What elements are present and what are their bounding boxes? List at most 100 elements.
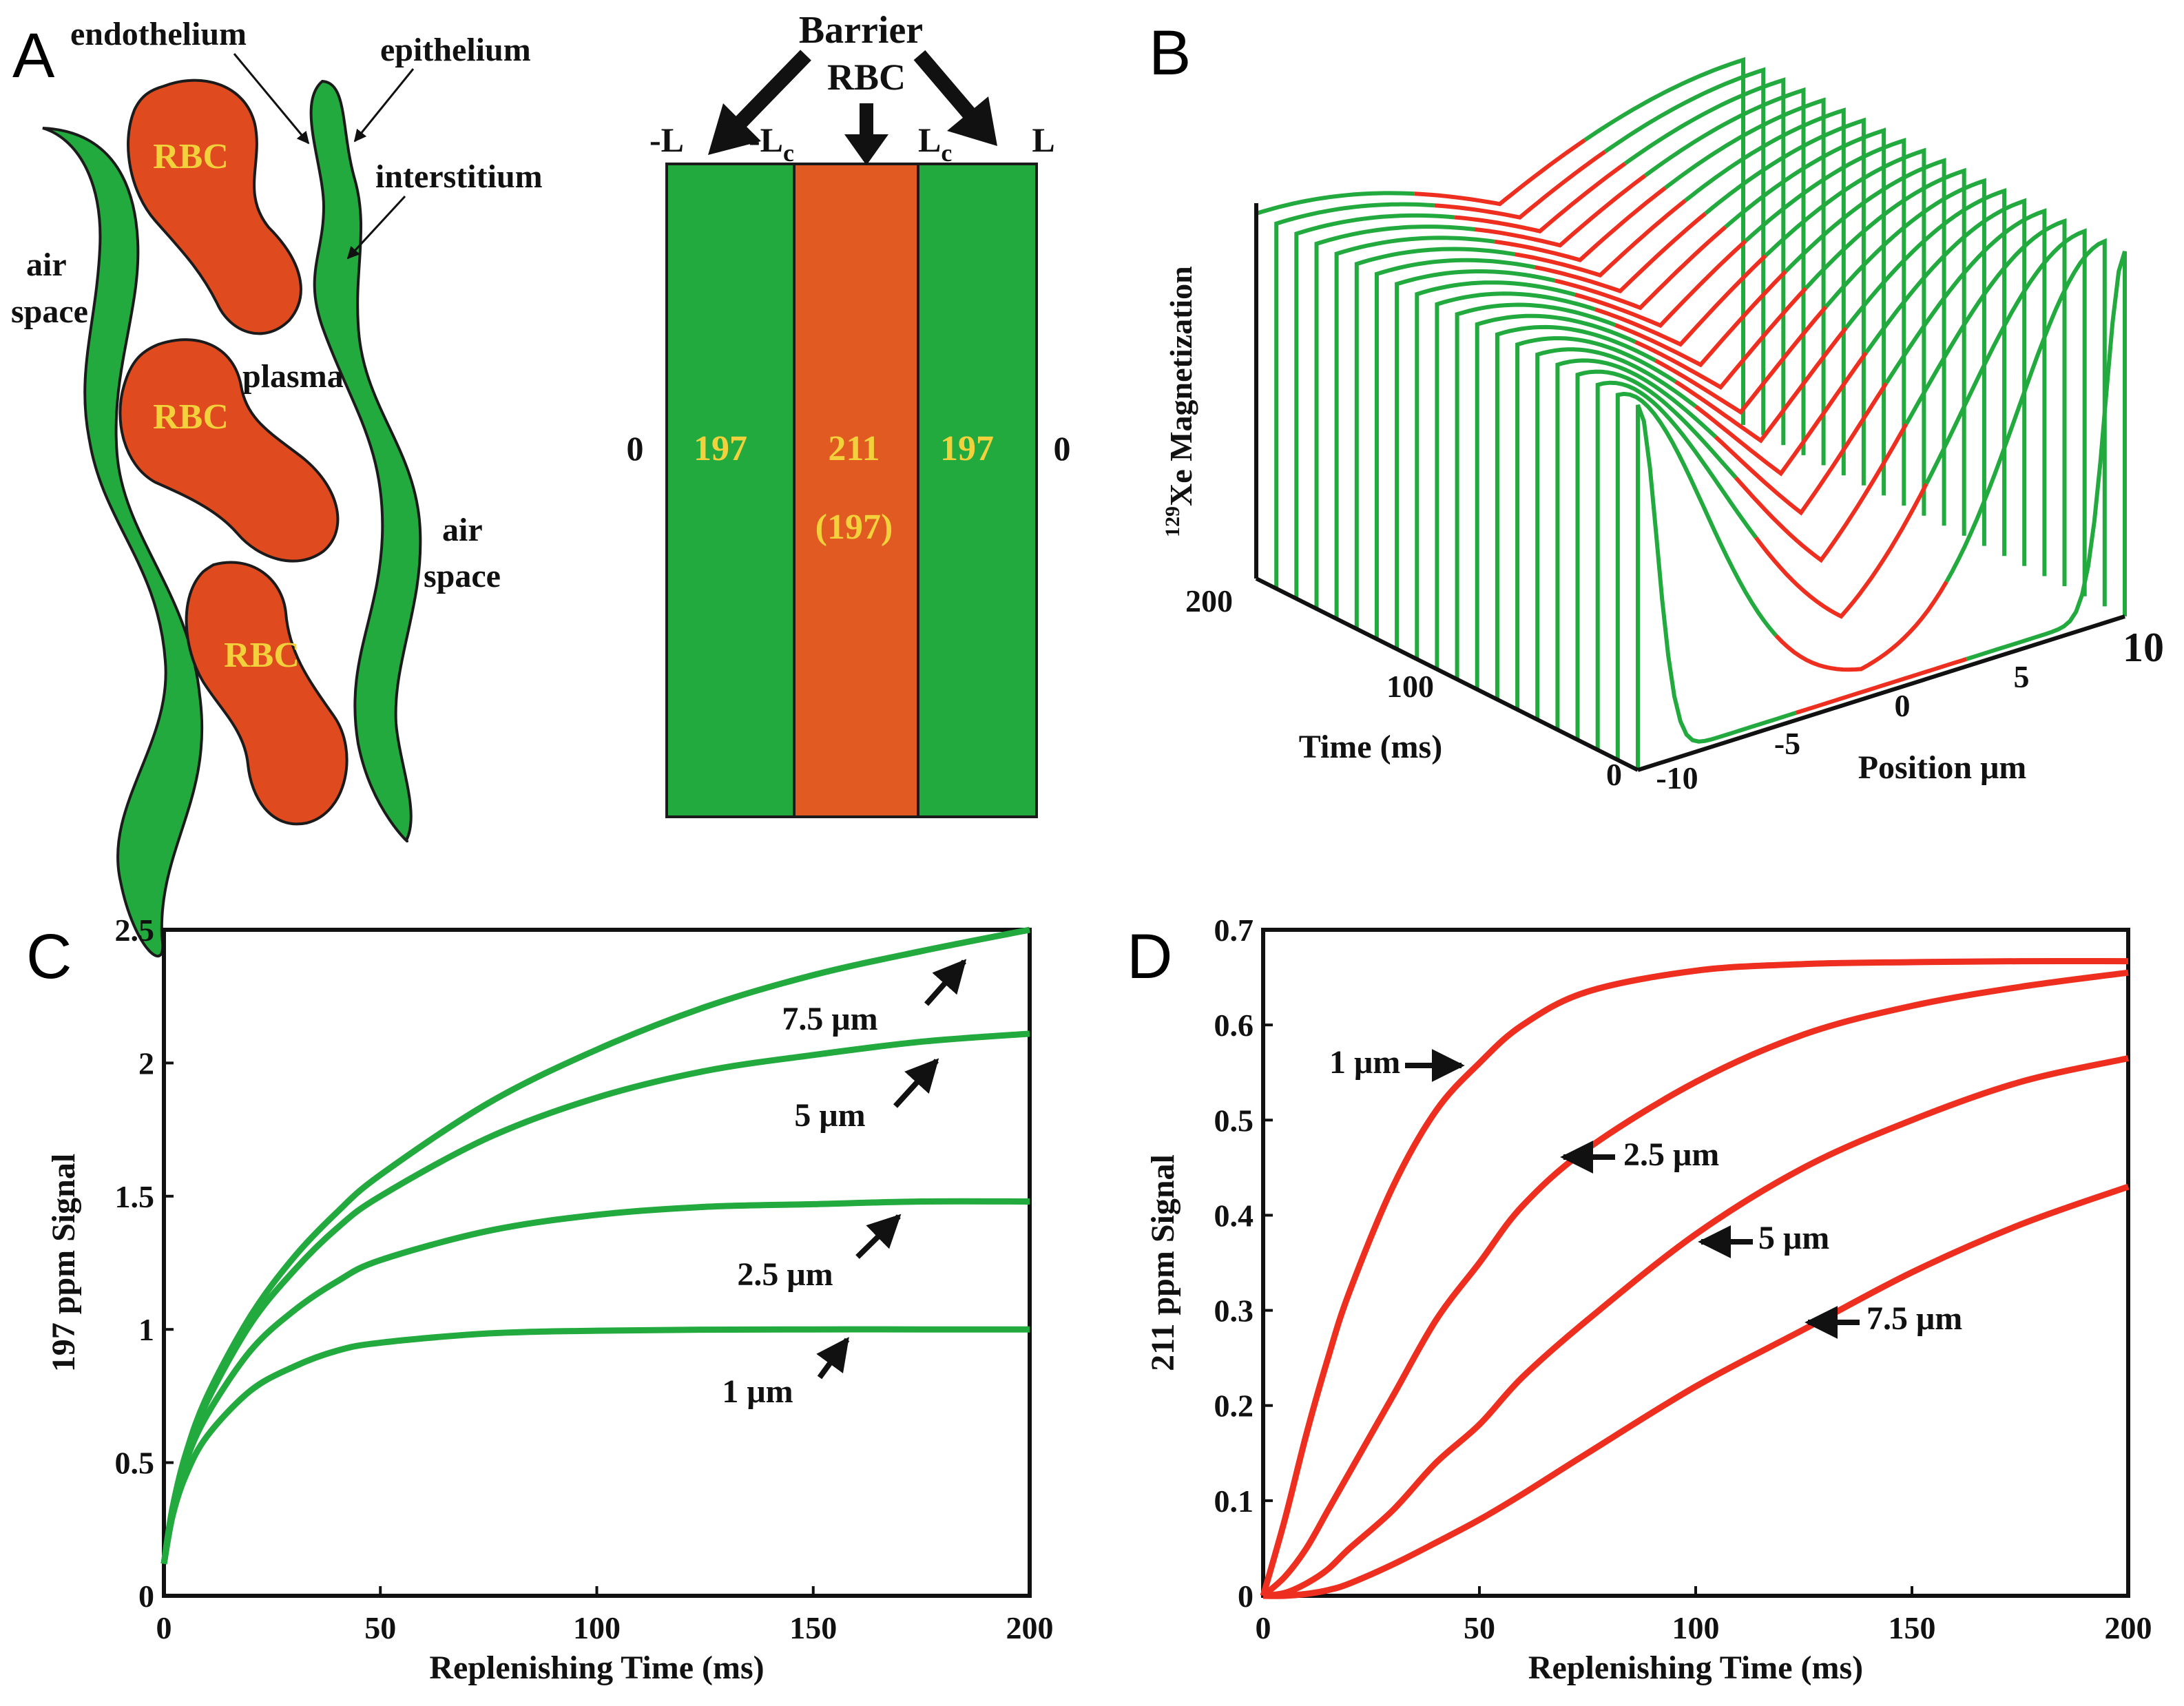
label-endothelium: endothelium	[70, 16, 247, 52]
d-plot-frame	[1261, 928, 2130, 1598]
c-ylabel: 197 ppm Signal	[45, 1154, 82, 1372]
b-time-tick-0: 0	[1606, 757, 1622, 792]
b-slice-rbc	[1694, 351, 1868, 477]
b-slice-barrier-right	[1684, 107, 1846, 476]
barrier-left-region	[665, 163, 795, 818]
b-pos-tick-n10: -10	[1656, 760, 1698, 795]
panel-a: A RBC RBC RBC endothelium epithelium int…	[11, 9, 1071, 958]
d-ytick-label: 0.3	[1214, 1293, 1254, 1329]
b-slice-barrier-left	[1515, 336, 1677, 710]
b-slice-rbc	[1594, 253, 1767, 347]
label-air-left-2: space	[11, 293, 88, 330]
d-ylabel: 211 ppm Signal	[1145, 1154, 1181, 1371]
b-ylabel: 129Xe Magnetization	[1161, 266, 1198, 537]
b-slice-barrier-right	[1784, 158, 1946, 526]
right-tissue-wall	[309, 79, 422, 843]
c-ytick-label: 1.5	[115, 1179, 155, 1214]
panel-letter-a: A	[12, 21, 55, 91]
barrier-arrow-left	[708, 50, 811, 155]
b-slice-barrier-left	[1254, 191, 1415, 579]
d-ytick-label: 0.5	[1214, 1103, 1254, 1138]
d-ytick-label: 0.6	[1214, 1008, 1254, 1043]
b-time-tick-100: 100	[1386, 669, 1434, 704]
b-slice-barrier-left	[1374, 258, 1536, 639]
barrier-label: Barrier	[799, 9, 923, 52]
magnetization-3d-plot	[1254, 56, 2127, 770]
b-slice-barrier-right	[1824, 178, 1986, 546]
b-slice-barrier-right	[1724, 127, 1886, 496]
b-slice-barrier-right	[1704, 117, 1866, 486]
b-slice-barrier-right	[1844, 188, 2007, 556]
c-series-line-3	[160, 1030, 1030, 1565]
b-slice-barrier-left	[1495, 324, 1657, 700]
b-position-axis	[1637, 614, 2125, 772]
c-ytick-label: 0.5	[115, 1446, 155, 1481]
b-slice-barrier-left	[1555, 358, 1718, 730]
d-xlabel: Replenishing Time (ms)	[1528, 1650, 1863, 1686]
lc-label: Lc	[918, 121, 952, 167]
d-series-annotation: 5 μm	[1758, 1220, 1829, 1256]
b-slice-barrier-right	[1764, 147, 1926, 516]
b-slice-barrier-left	[1475, 313, 1636, 689]
b-pos-tick-0: 0	[1895, 688, 1911, 723]
c-ytick-label: 0	[138, 1579, 154, 1614]
b-pos-tick-5: 5	[2014, 659, 2030, 694]
c-xtick-label: 100	[573, 1610, 621, 1645]
c-ytick-label: 2	[138, 1046, 154, 1081]
c-ytick-label: 2.5	[115, 913, 155, 948]
left-tissue-wall	[42, 127, 204, 958]
barrier-arrow-right	[913, 50, 997, 146]
center-region-value: 211	[828, 429, 880, 468]
epithelium-pointer	[353, 68, 415, 143]
rbc-label-1: RBC	[153, 137, 229, 176]
d-series-line-3	[1262, 1055, 2129, 1599]
b-slice-barrier-right	[1643, 87, 1806, 455]
b-slice-barrier-right	[1744, 137, 1906, 506]
b-pos-tick-10: 10	[2123, 625, 2164, 670]
b-slice-rbc	[1474, 174, 1647, 248]
b-slice-barrier-left	[1615, 391, 1778, 760]
b-slice-barrier-right	[1924, 228, 2087, 596]
b-slice-rbc	[1515, 198, 1687, 278]
d-series-line-1	[1260, 957, 2129, 1597]
b-slice-barrier-left	[1334, 236, 1495, 619]
interstitium-pointer	[346, 195, 406, 260]
rbc-center-region	[793, 163, 919, 818]
panel-b: B 129Xe Magnetization 200 100 0 Time (ms…	[1149, 18, 2164, 795]
c-series-line-1	[160, 1326, 1030, 1565]
b-slice-barrier-left	[1595, 380, 1758, 750]
d-ytick-label: 0	[1238, 1579, 1254, 1614]
c-series-annotation: 5 μm	[794, 1097, 865, 1134]
label-epithelium: epithelium	[380, 32, 531, 68]
d-ytick-label: 0.7	[1214, 913, 1254, 948]
b-slice-rbc	[1774, 581, 1948, 672]
label-interstitium: interstitium	[375, 158, 543, 195]
rbc-label-3: RBC	[224, 636, 300, 675]
endothelium-pointer	[233, 53, 310, 145]
b-pos-tick-n5: -5	[1774, 726, 1800, 761]
d-xtick-label: 50	[1464, 1610, 1495, 1645]
c-series-annotation: 1 μm	[722, 1373, 793, 1410]
b-slice-barrier-right	[1864, 198, 2027, 566]
rbc-label-2: RBC	[153, 397, 229, 437]
b-slice-rbc	[1414, 138, 1586, 207]
chart-c: 0 50 100 150 200 0 0.5 1 1.5 2 2.5 Replenishing Tim…	[45, 913, 1054, 1686]
b-slice-barrier-left	[1455, 302, 1616, 680]
d-series-annotation: 2.5 μm	[1623, 1136, 1719, 1173]
b-slice-barrier-left	[1274, 202, 1435, 589]
b-slice-barrier-right	[1904, 218, 2067, 587]
b-slice-barrier-right	[1603, 67, 1766, 435]
d-series-annotation: 7.5 μm	[1866, 1300, 1962, 1337]
c-series-line-4	[160, 926, 1030, 1565]
b-time-axis	[1255, 576, 1639, 772]
b-slice-barrier-left	[1435, 291, 1597, 669]
b-slice-barrier-right	[1944, 238, 2107, 607]
c-plot-frame	[162, 928, 1032, 1598]
b-position-label: Position μm	[1858, 749, 2027, 786]
b-slice-barrier-right	[1804, 167, 1966, 536]
b-slice-rbc	[1634, 287, 1808, 391]
c-annotation-arrow	[855, 1214, 902, 1259]
c-xtick-label: 50	[364, 1610, 396, 1645]
barrier-right-region	[917, 163, 1038, 818]
b-slice-rbc	[1434, 149, 1607, 220]
